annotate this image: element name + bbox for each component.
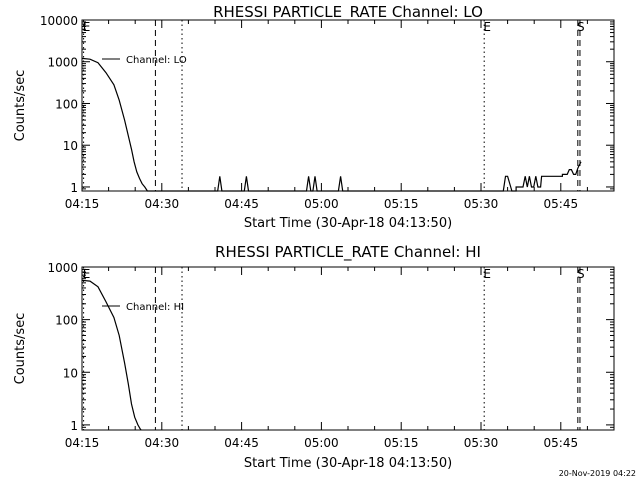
y-ticks: 1 10 100 1000 (47, 261, 614, 433)
legend-label: Channel: LO (126, 55, 187, 66)
series-line-1 (81, 57, 582, 192)
y-tick-label: 1 (70, 181, 78, 195)
x-tick-label: 05:15 (384, 197, 419, 211)
x-axis-label: Start Time (30-Apr-18 04:13:50) (244, 216, 452, 231)
x-axis-label: Start Time (30-Apr-18 04:13:50) (244, 456, 452, 471)
y-axis-label: Counts/sec (13, 313, 28, 385)
event-marker-label: E (83, 267, 91, 281)
legend: Channel: LO (102, 55, 187, 66)
series-line-1 (81, 279, 142, 431)
event-marker-label: E (83, 20, 91, 34)
legend-label: Channel: HI (126, 302, 184, 313)
x-ticks: 04:15 04:30 04:45 05:00 05:15 05:30 05:45 (65, 20, 615, 211)
y-tick-label: 1 (70, 419, 78, 433)
y-axis-label: Counts/sec (13, 70, 28, 142)
chart-title: RHESSI PARTICLE_RATE Channel: HI (215, 243, 481, 262)
footer-timestamp: 20-Nov-2019 04:22 (559, 469, 636, 478)
event-marker-label: E (483, 20, 491, 34)
x-tick-label: 05:15 (384, 436, 419, 450)
y-tick-label: 10000 (40, 14, 78, 28)
x-tick-label: 04:30 (145, 197, 180, 211)
y-tick-label: 100 (55, 314, 78, 328)
event-marker-label: S (577, 20, 585, 34)
x-tick-label: 05:45 (544, 436, 579, 450)
event-marker-label: S (577, 267, 585, 281)
x-tick-label: 05:45 (544, 197, 579, 211)
x-tick-label: 04:45 (224, 436, 259, 450)
y-tick-label: 10 (63, 366, 78, 380)
x-tick-label: 04:45 (224, 197, 259, 211)
legend: Channel: HI (102, 302, 184, 313)
x-tick-label: 05:30 (464, 197, 499, 211)
chart-title: RHESSI PARTICLE_RATE Channel: LO (213, 3, 483, 22)
y-tick-label: 100 (55, 97, 78, 111)
x-tick-label: 04:15 (65, 436, 100, 450)
x-tick-label: 04:30 (145, 436, 180, 450)
event-marker-label: E (483, 267, 491, 281)
y-tick-label: 10 (63, 139, 78, 153)
x-tick-label: 05:00 (304, 436, 339, 450)
x-tick-label: 05:30 (464, 436, 499, 450)
y-ticks: 1 10 100 1000 10000 (40, 14, 614, 195)
y-tick-label: 1000 (47, 56, 78, 70)
x-tick-label: 05:00 (304, 197, 339, 211)
x-ticks: 04:15 04:30 04:45 05:00 05:15 05:30 05:45 (65, 267, 615, 450)
y-tick-label: 1000 (47, 261, 78, 275)
x-tick-label: 04:15 (65, 197, 100, 211)
